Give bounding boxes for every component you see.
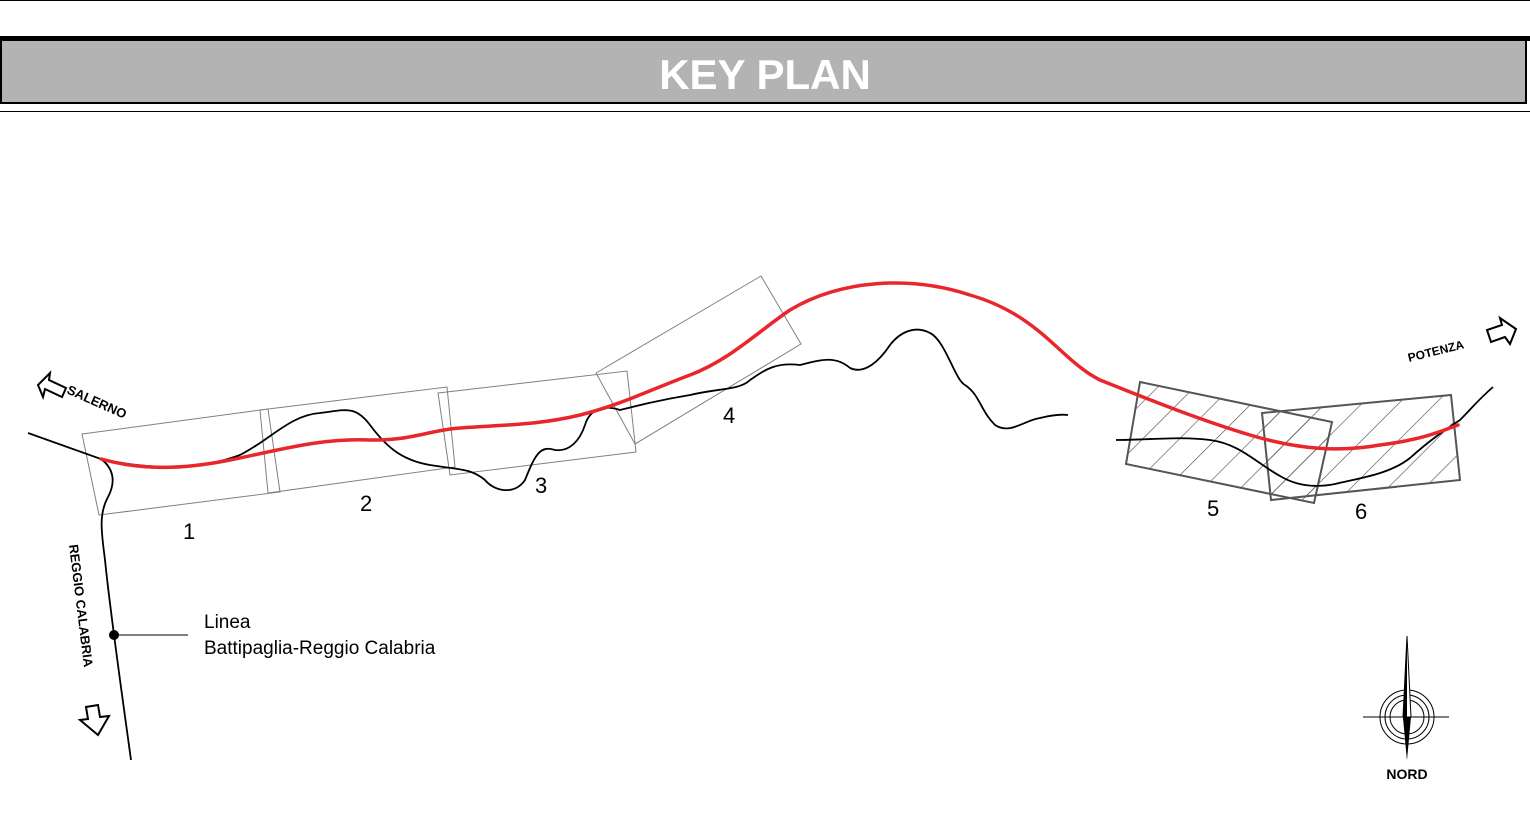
section-label-2: 2 [360,491,372,516]
compass-label: NORD [1386,766,1427,782]
potenza-arrow-icon [1485,315,1518,347]
section-frames [81,275,1462,516]
section-frame-4[interactable] [595,275,802,445]
potenza-label: POTENZA [1406,337,1465,365]
direction-potenza: POTENZA [1406,315,1518,365]
north-compass: NORD [1363,635,1449,782]
section-labels: 1 2 3 4 5 6 [183,403,1367,544]
compass-needle-shade [1403,636,1407,760]
header: KEY PLAN [0,36,1530,114]
legend-line1: Linea [204,612,251,633]
existing-line-east [1115,386,1494,487]
section-frame-3[interactable] [437,370,637,476]
section-label-1: 1 [183,519,195,544]
section-label-5: 5 [1207,496,1219,521]
reggio-calabria-arrow-icon [77,703,111,737]
section-label-6: 6 [1355,499,1367,524]
page-title: KEY PLAN [659,51,871,98]
legend: Linea Battipaglia-Reggio Calabria [204,612,436,659]
header-band [0,41,1527,104]
section-label-3: 3 [535,473,547,498]
section-label-4: 4 [723,403,735,428]
reggio-calabria-label: REGGIO CALABRIA [66,544,96,669]
salerno-label: SALERNO [65,382,129,422]
header-rule-top [0,36,1530,41]
salerno-arrow-icon [36,370,68,401]
existing-line-battipaglia-reggio [27,432,188,761]
section-frame-2[interactable] [259,386,456,494]
top-border [0,0,1530,1]
existing-line-valley [100,328,1069,492]
section-frame-1[interactable] [81,408,281,516]
direction-salerno: SALERNO [36,370,129,422]
legend-line2: Battipaglia-Reggio Calabria [204,638,436,659]
header-rule-bottom [0,111,1530,112]
direction-reggio-calabria: REGGIO CALABRIA [66,544,111,737]
proposed-route [99,281,1460,470]
